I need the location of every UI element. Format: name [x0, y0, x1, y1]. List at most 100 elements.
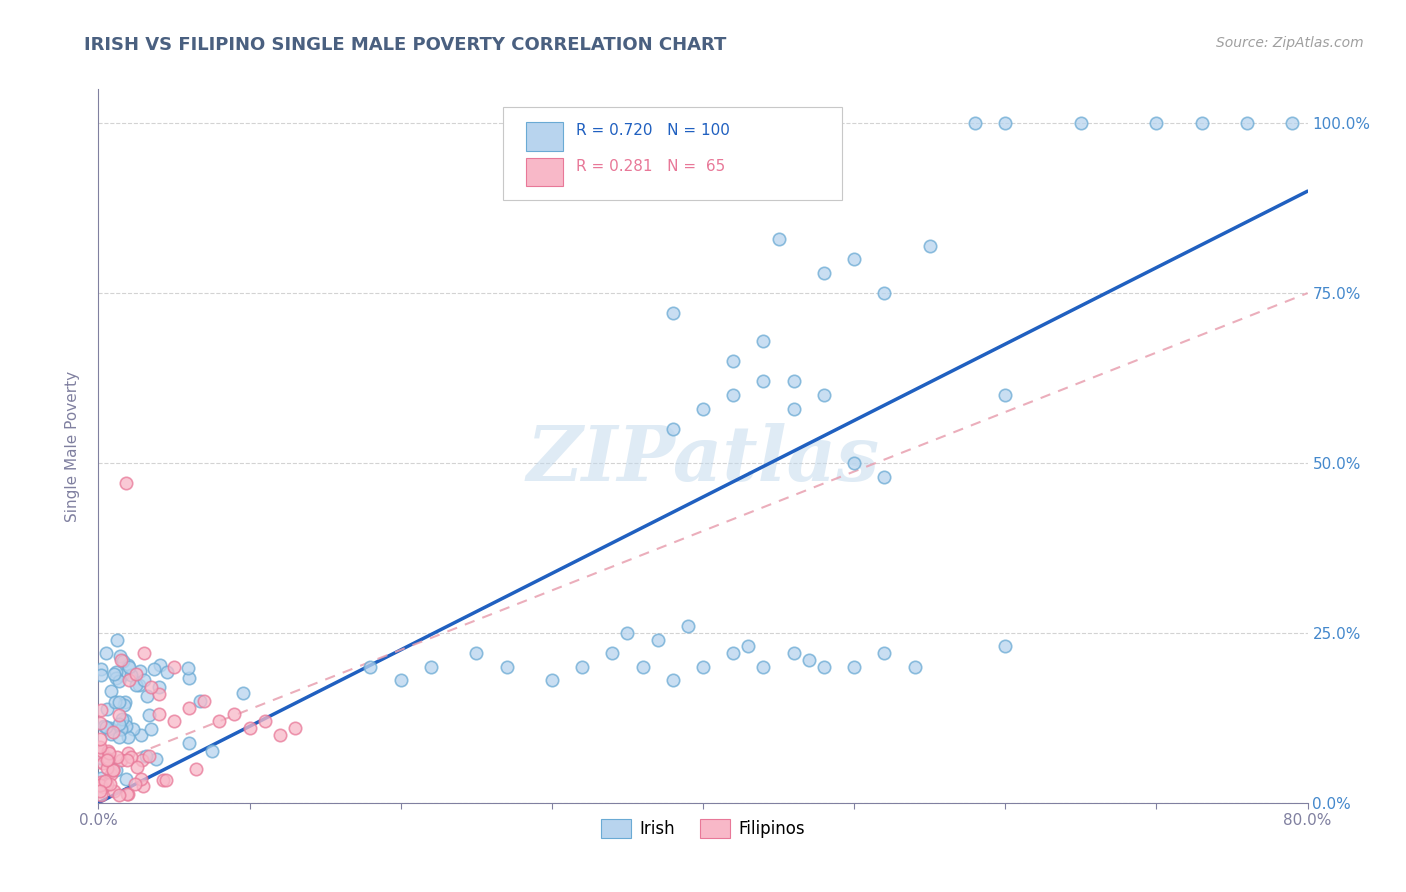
Point	[131, 780, 153, 794]
Point	[108, 707, 131, 722]
Point	[360, 660, 382, 674]
Point	[783, 375, 806, 389]
FancyBboxPatch shape	[526, 158, 562, 186]
Point	[155, 772, 177, 787]
Point	[163, 714, 186, 729]
Point	[96, 750, 118, 764]
Point	[994, 640, 1017, 654]
Point	[138, 749, 160, 764]
Point	[124, 776, 146, 790]
Point	[108, 789, 131, 803]
Point	[89, 778, 111, 792]
FancyBboxPatch shape	[503, 107, 842, 200]
Point	[138, 707, 160, 722]
Point	[873, 646, 896, 660]
Point	[105, 665, 128, 680]
Point	[94, 646, 117, 660]
Point	[179, 671, 201, 685]
Point	[148, 680, 170, 694]
Point	[101, 725, 124, 739]
Point	[93, 719, 115, 733]
Point	[131, 753, 153, 767]
Point	[661, 306, 683, 320]
Point	[631, 660, 654, 674]
Point	[156, 665, 179, 680]
Point	[752, 334, 775, 348]
Text: IRISH VS FILIPINO SINGLE MALE POVERTY CORRELATION CHART: IRISH VS FILIPINO SINGLE MALE POVERTY CO…	[84, 36, 727, 54]
Point	[136, 690, 159, 704]
Point	[647, 632, 669, 647]
Point	[571, 660, 593, 674]
Point	[97, 746, 120, 760]
Point	[132, 646, 155, 660]
Point	[90, 789, 112, 803]
Point	[93, 774, 115, 789]
Point	[661, 422, 683, 436]
Point	[844, 252, 866, 266]
Point	[631, 116, 654, 130]
Point	[179, 700, 201, 714]
Point	[797, 653, 820, 667]
Point	[994, 116, 1017, 130]
Point	[389, 673, 412, 688]
Point	[104, 695, 127, 709]
Point	[89, 777, 111, 791]
Point	[108, 695, 131, 709]
Point	[1144, 116, 1167, 130]
Point	[129, 664, 152, 678]
Point	[239, 721, 262, 735]
Point	[107, 717, 129, 731]
Point	[692, 660, 714, 674]
Point	[96, 761, 118, 775]
Point	[269, 728, 291, 742]
Point	[676, 619, 699, 633]
Point	[135, 748, 157, 763]
Point	[89, 784, 111, 798]
Point	[768, 232, 790, 246]
Text: Source: ZipAtlas.com: Source: ZipAtlas.com	[1216, 36, 1364, 50]
Point	[100, 766, 122, 780]
Point	[813, 388, 835, 402]
Text: R = 0.720   N = 100: R = 0.720 N = 100	[576, 123, 730, 138]
Point	[105, 633, 128, 648]
Point	[163, 660, 186, 674]
Point	[110, 649, 132, 664]
Point	[132, 673, 155, 688]
Point	[141, 680, 163, 694]
Point	[844, 456, 866, 470]
Point	[91, 756, 114, 771]
Point	[114, 695, 136, 709]
Point	[103, 763, 125, 777]
Point	[97, 722, 120, 736]
Point	[122, 723, 145, 737]
Point	[89, 740, 111, 755]
Y-axis label: Single Male Poverty: Single Male Poverty	[65, 370, 80, 522]
Point	[114, 713, 136, 727]
Point	[783, 401, 806, 416]
Point	[1281, 116, 1303, 130]
Point	[98, 777, 121, 791]
Point	[177, 736, 200, 750]
Point	[117, 787, 139, 801]
Point	[752, 375, 775, 389]
Point	[108, 673, 131, 688]
Point	[131, 728, 153, 742]
Point	[284, 721, 307, 735]
Point	[193, 694, 215, 708]
Point	[89, 732, 111, 747]
Point	[139, 722, 162, 736]
Point	[201, 743, 224, 757]
Point	[107, 730, 129, 744]
Point	[723, 354, 745, 368]
Point	[813, 660, 835, 674]
Point	[152, 773, 174, 788]
Point	[90, 662, 112, 676]
Text: R = 0.281   N =  65: R = 0.281 N = 65	[576, 159, 725, 174]
Point	[125, 760, 148, 774]
Point	[91, 780, 114, 794]
Point	[104, 671, 127, 685]
Point	[661, 673, 683, 688]
Point	[873, 286, 896, 301]
Point	[752, 660, 775, 674]
Point	[495, 660, 517, 674]
